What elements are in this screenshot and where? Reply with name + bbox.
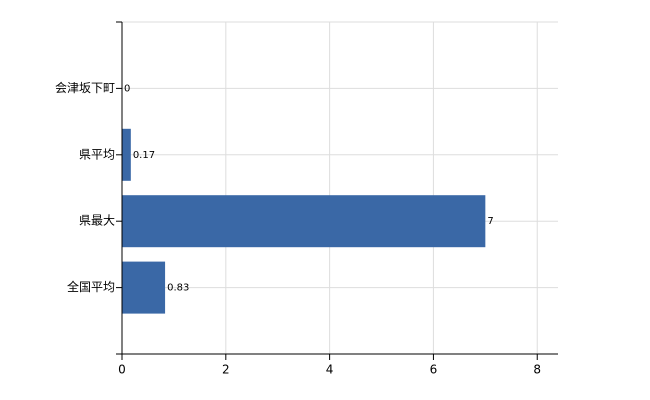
value-label: 0.83	[167, 283, 189, 294]
value-label: 0	[124, 83, 130, 94]
x-tick-label: 8	[533, 363, 541, 377]
x-tick-label: 6	[430, 363, 438, 377]
value-label: 7	[487, 216, 493, 227]
bar	[122, 128, 131, 181]
y-tick-label: 全国平均	[67, 279, 115, 294]
bar	[122, 261, 166, 314]
x-tick-label: 2	[222, 363, 230, 377]
bar	[122, 195, 486, 248]
y-tick-label: 県最大	[79, 214, 115, 228]
value-label: 0.17	[133, 150, 155, 161]
y-tick-label: 県平均	[79, 147, 115, 161]
x-tick-label: 4	[326, 363, 334, 377]
y-tick-label: 会津坂下町	[55, 81, 115, 95]
x-tick-label: 0	[118, 363, 126, 377]
